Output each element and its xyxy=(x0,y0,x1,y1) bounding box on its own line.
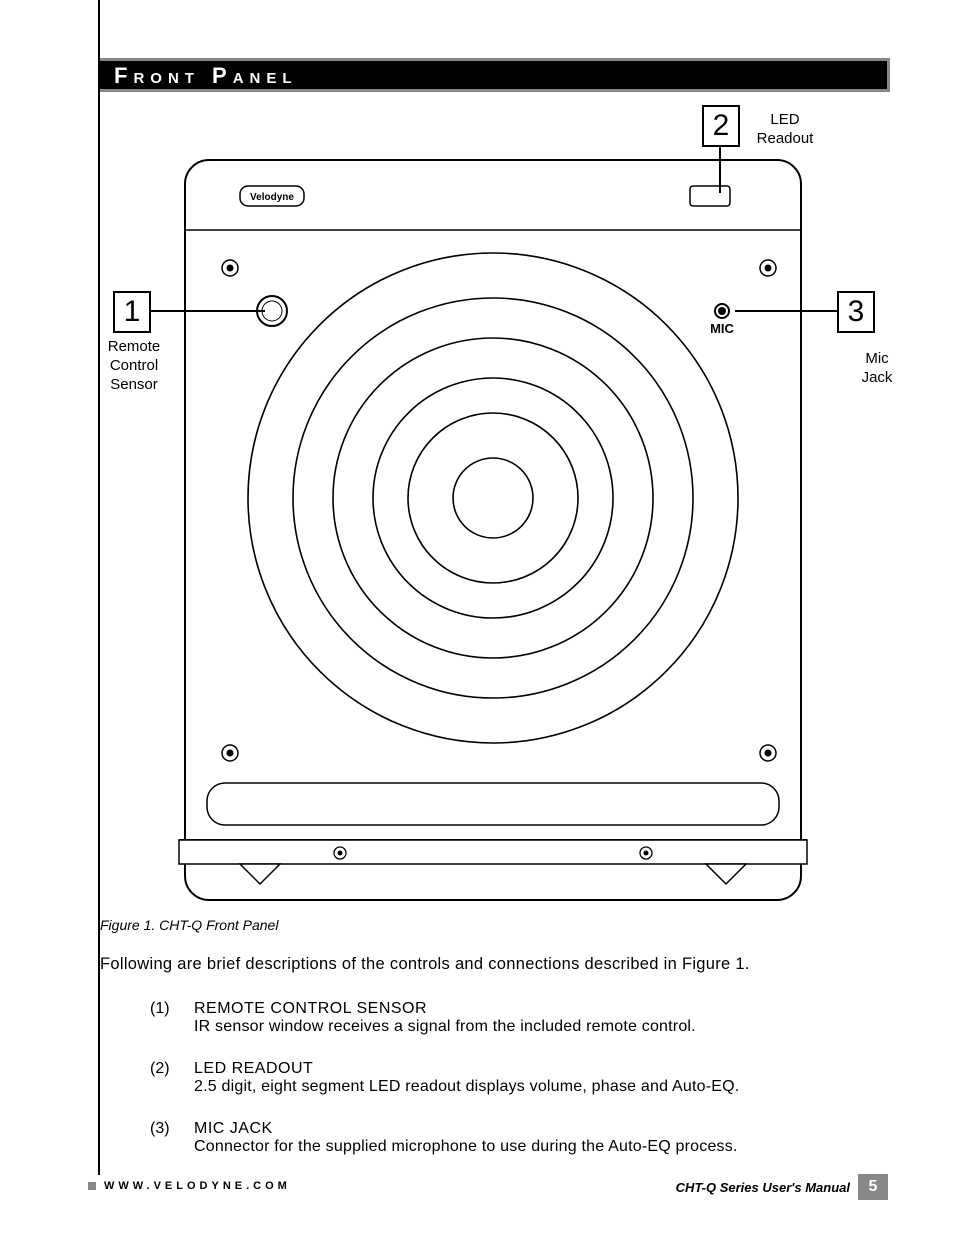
description-number: (1) xyxy=(150,1000,194,1036)
figure-caption: Figure 1. CHT-Q Front Panel xyxy=(100,917,278,933)
intro-text: Following are brief descriptions of the … xyxy=(100,955,750,974)
description-text: Connector for the supplied microphone to… xyxy=(194,1138,870,1156)
footer-url: WWW.VELODYNE.COM xyxy=(104,1180,291,1192)
front-panel-diagram: VelodyneMIC 1RemoteControlSensor2LEDRead… xyxy=(100,98,890,908)
diagram-svg: Velodyne MIC xyxy=(100,98,890,908)
description-item: (2)LED READOUT2.5 digit, eight segment L… xyxy=(150,1060,870,1096)
description-list: (1)REMOTE CONTROL SENSORIR sensor window… xyxy=(150,1000,870,1180)
svg-text:Velodyne: Velodyne xyxy=(250,192,294,203)
page-footer: WWW.VELODYNE.COM CHT-Q Series User's Man… xyxy=(88,1176,888,1202)
description-item: (1)REMOTE CONTROL SENSORIR sensor window… xyxy=(150,1000,870,1036)
description-text: 2.5 digit, eight segment LED readout dis… xyxy=(194,1078,870,1096)
svg-text:MIC: MIC xyxy=(710,321,734,336)
description-item: (3)MIC JACKConnector for the supplied mi… xyxy=(150,1120,870,1156)
callout-number-box: 3 xyxy=(837,291,875,333)
section-header: Front Panel xyxy=(100,58,890,92)
callout-label: RemoteControlSensor xyxy=(94,338,174,394)
description-number: (3) xyxy=(150,1120,194,1156)
footer-page-number: 5 xyxy=(858,1174,888,1200)
footer-square-icon xyxy=(88,1182,96,1190)
description-title: MIC JACK xyxy=(194,1120,870,1138)
footer-manual-title: CHT-Q Series User's Manual xyxy=(676,1180,850,1195)
callout-number-box: 1 xyxy=(113,291,151,333)
callout-label: LEDReadout xyxy=(745,111,825,149)
description-number: (2) xyxy=(150,1060,194,1096)
description-title: REMOTE CONTROL SENSOR xyxy=(194,1000,870,1018)
callout-label: MicJack xyxy=(837,350,917,388)
description-text: IR sensor window receives a signal from … xyxy=(194,1018,870,1036)
callout-number-box: 2 xyxy=(702,105,740,147)
description-title: LED READOUT xyxy=(194,1060,870,1078)
